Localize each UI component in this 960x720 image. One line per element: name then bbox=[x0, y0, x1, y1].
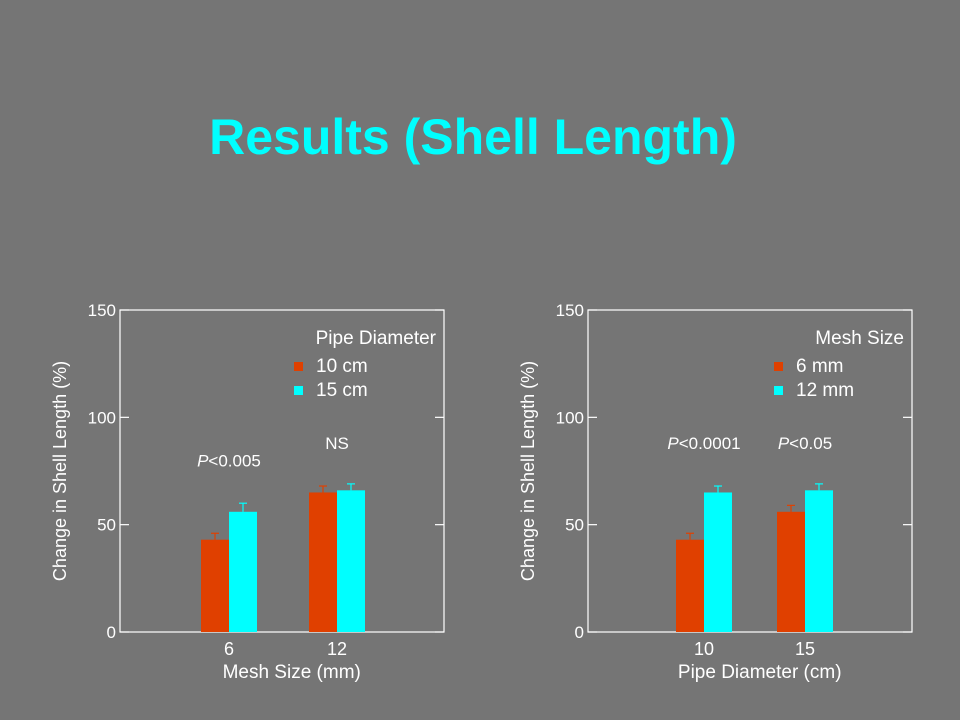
bar bbox=[704, 492, 732, 632]
p-value-symbol: P bbox=[778, 434, 790, 453]
legend-title: Pipe Diameter bbox=[316, 328, 437, 349]
legend-label: 6 mm bbox=[796, 356, 844, 377]
p-value-text: <0.0001 bbox=[679, 434, 741, 453]
x-tick-label: 15 bbox=[795, 639, 815, 659]
x-axis-label: Mesh Size (mm) bbox=[223, 662, 361, 683]
significance-label: P<0.005 bbox=[197, 451, 261, 470]
y-tick-label: 0 bbox=[107, 623, 116, 642]
plot-frame bbox=[119, 309, 445, 633]
bar bbox=[777, 511, 805, 632]
bar bbox=[676, 539, 704, 632]
bar bbox=[309, 492, 337, 632]
legend-label: 15 cm bbox=[316, 380, 368, 401]
y-tick-label: 150 bbox=[88, 301, 116, 320]
legend-label: 10 cm bbox=[316, 356, 368, 377]
bar bbox=[337, 490, 365, 632]
shell-length-by-mesh-size-chart: 0 50 100 150 Change in Shell Length (%) 6 12 Me… bbox=[50, 301, 445, 683]
y-tick-label: 0 bbox=[575, 623, 584, 642]
x-tick-label: 10 bbox=[694, 639, 714, 659]
legend-swatch bbox=[294, 386, 303, 395]
y-tick-label: 150 bbox=[556, 301, 584, 320]
bar bbox=[201, 539, 229, 632]
y-tick-label: 50 bbox=[565, 516, 584, 535]
legend-swatch bbox=[294, 362, 303, 371]
bar bbox=[805, 490, 833, 632]
x-tick-label: 12 bbox=[327, 639, 347, 659]
significance-label: P<0.0001 bbox=[667, 434, 740, 453]
x-axis-label: Pipe Diameter (cm) bbox=[678, 662, 842, 683]
y-axis-label: Change in Shell Length (%) bbox=[518, 361, 538, 581]
p-value-symbol: P bbox=[197, 451, 209, 470]
significance-label: NS bbox=[325, 434, 349, 453]
significance-label: P<0.05 bbox=[778, 434, 832, 453]
x-tick-label: 6 bbox=[224, 639, 234, 659]
y-axis-label: Change in Shell Length (%) bbox=[50, 361, 70, 581]
y-tick-label: 100 bbox=[556, 408, 584, 427]
legend-swatch bbox=[774, 362, 783, 371]
legend-swatch bbox=[774, 386, 783, 395]
p-value-symbol: P bbox=[667, 434, 679, 453]
bar bbox=[229, 511, 257, 632]
slide-title: Results (Shell Length) bbox=[209, 109, 737, 165]
p-value-text: NS bbox=[325, 434, 349, 453]
y-tick-label: 100 bbox=[88, 408, 116, 427]
p-value-text: <0.005 bbox=[208, 451, 260, 470]
p-value-text: <0.05 bbox=[789, 434, 832, 453]
plot-frame bbox=[587, 309, 913, 633]
shell-length-by-pipe-diameter-chart: 0 50 100 150 Change in Shell Length (%) 10 15 P… bbox=[518, 301, 913, 683]
y-tick-label: 50 bbox=[97, 516, 116, 535]
legend-title: Mesh Size bbox=[815, 328, 904, 349]
legend-label: 12 mm bbox=[796, 380, 854, 401]
